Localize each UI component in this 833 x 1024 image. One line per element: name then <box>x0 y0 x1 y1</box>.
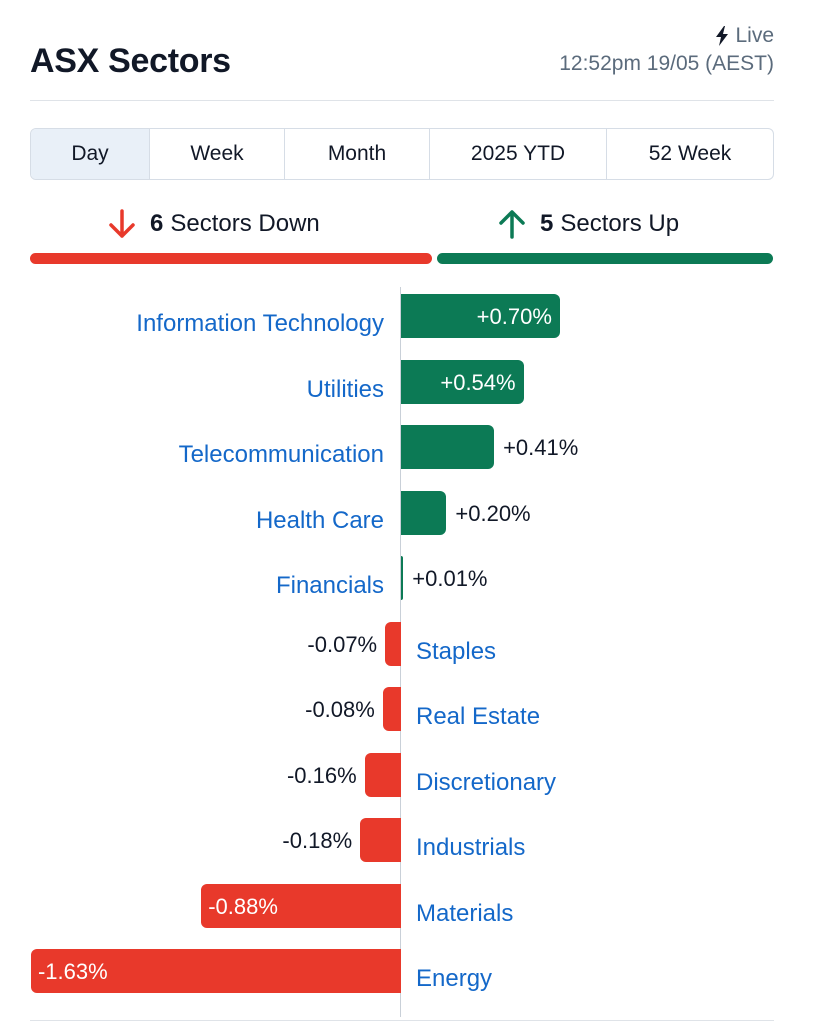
sector-row: Information Technology +0.70% <box>0 294 833 338</box>
header: ASX Sectors Live 12:52pm 19/05 (AEST) <box>30 0 774 101</box>
sector-value-label: -1.63% <box>37 959 108 984</box>
sector-row: Utilities +0.54% <box>0 359 833 404</box>
sector-bar <box>360 818 401 862</box>
sector-value-label: +0.70% <box>476 304 552 329</box>
period-tabs: Day Week Month 2025 YTD 52 Week <box>30 128 774 180</box>
tab-52-week[interactable]: 52 Week <box>648 142 732 165</box>
sector-value-label: +0.41% <box>503 435 579 460</box>
sector-row: Staples -0.07% <box>0 621 833 666</box>
page-title: ASX Sectors <box>30 42 231 80</box>
sectors-up-summary: 5 Sectors Up <box>498 200 679 248</box>
sector-label[interactable]: Financials <box>275 572 384 599</box>
sector-bar <box>385 621 401 666</box>
sectors-down-count: 6 <box>150 210 164 237</box>
sector-value-label: -0.07% <box>307 631 378 657</box>
sectors-up-label: Sectors Up <box>560 210 680 237</box>
sector-value-label: -0.88% <box>208 893 278 919</box>
sector-value-label: +0.01% <box>412 566 488 591</box>
sector-bar <box>30 949 401 993</box>
sectors-down-bar <box>30 253 432 264</box>
sector-bar <box>382 687 401 731</box>
sector-label[interactable]: Information Technology <box>136 310 384 337</box>
sector-bar <box>401 425 495 469</box>
sector-label[interactable]: Telecommunication <box>178 441 384 468</box>
tab-day[interactable]: Day <box>31 129 150 179</box>
sector-row: Materials -0.88% <box>0 883 833 928</box>
tab-month[interactable]: Month <box>285 129 430 179</box>
sector-value-label: +0.54% <box>440 369 516 395</box>
sector-bar <box>401 490 447 535</box>
sector-row: Telecommunication +0.41% <box>0 425 833 469</box>
sector-label[interactable]: Real Estate <box>416 703 541 730</box>
sector-label[interactable]: Health Care <box>255 506 384 534</box>
sector-row: Industrials -0.18% <box>0 818 833 862</box>
sector-bar <box>364 752 401 797</box>
sector-label[interactable]: Staples <box>416 637 497 665</box>
sector-bar <box>401 294 560 338</box>
tab-2025-ytd[interactable]: 2025 YTD <box>430 129 607 179</box>
sector-row: Real Estate -0.08% <box>0 687 833 731</box>
bottom-divider <box>30 1020 774 1021</box>
sector-value-label: +0.20% <box>455 500 531 526</box>
sector-label[interactable]: Discretionary <box>416 768 557 796</box>
tab-week[interactable]: Week <box>150 129 285 179</box>
sector-bar <box>201 883 401 928</box>
arrow-up-icon <box>499 210 525 239</box>
sector-label[interactable]: Industrials <box>416 834 526 861</box>
sector-label[interactable]: Energy <box>416 965 493 992</box>
live-label: Live <box>735 24 774 47</box>
sectors-down-label: Sectors Down <box>170 210 320 237</box>
sector-label[interactable]: Materials <box>416 899 514 927</box>
sectors-up-bar <box>437 253 773 264</box>
sectors-up-count: 5 <box>540 210 554 237</box>
arrow-down-icon <box>109 209 135 238</box>
sector-label[interactable]: Utilities <box>306 375 384 403</box>
sector-row: Financials +0.01% <box>0 556 833 600</box>
sector-value-label: -0.18% <box>282 828 353 853</box>
sector-row: Health Care +0.20% <box>0 490 833 535</box>
sector-row: Discretionary -0.16% <box>0 752 833 797</box>
lightning-bolt-icon <box>716 26 729 46</box>
sector-value-label: -0.08% <box>305 697 375 722</box>
sectors-down-summary: 6 Sectors Down <box>108 200 320 248</box>
timestamp: 12:52pm 19/05 (AEST) <box>559 52 774 75</box>
sector-bar <box>401 359 524 404</box>
sector-value-label: -0.16% <box>286 762 357 788</box>
sector-bar <box>401 556 404 600</box>
sector-row: Energy -1.63% <box>0 949 833 993</box>
live-indicator: Live <box>715 24 774 48</box>
